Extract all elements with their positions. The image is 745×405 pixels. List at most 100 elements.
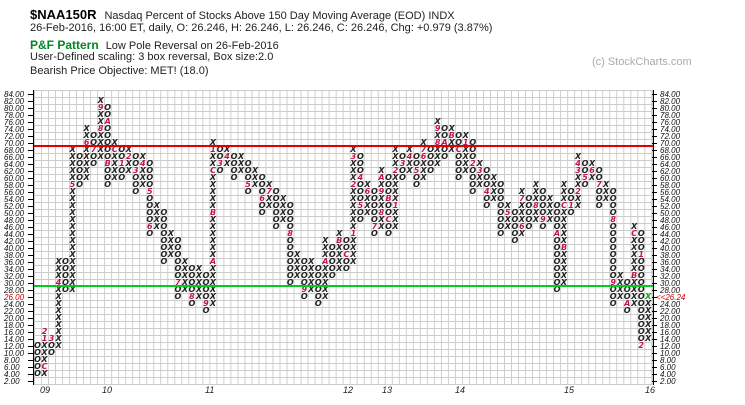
pnf-box: O [623, 285, 631, 294]
pnf-box: X [223, 159, 231, 168]
pnf-box: O [76, 180, 84, 189]
pnf-box: O [609, 292, 617, 301]
left-tick [28, 226, 33, 228]
y-axis-label-left: 74.00 [4, 124, 25, 134]
pnf-box: O [637, 327, 645, 336]
pnf-box: X [167, 250, 174, 259]
y-axis-label-right: 78.00 [660, 110, 681, 120]
pnf-box: X [420, 138, 427, 147]
pnf-box: O [357, 152, 364, 161]
pnf-box: X [209, 173, 217, 182]
left-tick [28, 191, 33, 193]
pnf-box: X [476, 173, 483, 182]
pnf-box: O [525, 201, 533, 210]
x-axis-year-label: 16 [645, 385, 656, 395]
pnf-box: 6 [519, 222, 525, 231]
pnf-box: O [553, 243, 561, 252]
pnf-box: O [623, 306, 631, 315]
y-axis-label-right: 4.00 [660, 369, 676, 379]
left-tick [28, 331, 33, 333]
pnf-box: C [41, 362, 48, 371]
y-axis-label-left: 16.00 [4, 327, 25, 337]
y-axis-label-right: 60.00 [660, 173, 681, 183]
pnf-box: A [322, 257, 329, 266]
pnf-box: X [153, 215, 160, 224]
pnf-box: X [490, 194, 497, 203]
pnf-box: O [497, 229, 505, 238]
pnf-box: O [455, 159, 463, 168]
pnf-box: X [574, 194, 582, 203]
right-tick [652, 352, 657, 354]
pnf-box: X [322, 264, 329, 273]
pnf-box: X [266, 194, 273, 203]
pnf-box: 3 [575, 166, 581, 175]
right-tick [652, 366, 657, 368]
pnf-box: X [83, 159, 90, 168]
pnf-box: X [645, 327, 652, 336]
pnf-box: O [34, 341, 41, 350]
y-axis-label-right: 8.00 [660, 355, 676, 365]
pnf-box: X [546, 215, 554, 224]
y-axis-label-right: 38.00 [660, 250, 681, 260]
pnf-box: 1 [41, 334, 48, 343]
pnf-box: X [139, 180, 146, 189]
pnf-box: O [146, 208, 154, 217]
pnf-box: O [455, 166, 463, 175]
pnf-box: O [595, 201, 603, 210]
pnf-box: O [258, 180, 266, 189]
y-axis-label-right: 34.00 [660, 264, 681, 274]
pnf-box: O [328, 257, 336, 266]
pnf-box: 9 [540, 215, 546, 224]
pnf-box: X [588, 173, 596, 182]
pnf-box: O [469, 180, 477, 189]
y-axis-label-right: 14.00 [660, 334, 681, 344]
pnf-box: X [322, 250, 329, 259]
pnf-box: X [406, 159, 413, 168]
pnf-box: 2 [41, 327, 48, 336]
right-tick [652, 149, 657, 151]
pnf-box: O [539, 201, 547, 210]
pnf-box: X [195, 292, 203, 301]
pnf-box: X [69, 278, 76, 287]
pnf-box: O [118, 145, 126, 154]
pnf-box: X [378, 166, 385, 175]
left-tick [28, 149, 33, 151]
pnf-box: O [609, 236, 617, 245]
pnf-box: X [350, 243, 357, 252]
pnf-box: O [497, 187, 505, 196]
pnf-box: X [336, 243, 343, 252]
pnf-box: O [104, 180, 112, 189]
pnf-box: O [637, 229, 645, 238]
y-axis-label-right: 48.00 [660, 215, 681, 225]
pnf-box: X [645, 292, 652, 301]
pnf-box: X [448, 138, 455, 147]
pnf-box: X [97, 96, 104, 105]
pnf-box: 4 [140, 159, 146, 168]
pnf-box: O [188, 278, 196, 287]
y-axis-label-right: 52.00 [660, 201, 681, 211]
right-tick [652, 198, 657, 200]
pnf-box: O [609, 208, 617, 217]
pnf-box: X [336, 229, 343, 238]
y-axis-label-left: 80.00 [4, 103, 25, 113]
pnf-box: O [300, 278, 308, 287]
pnf-box: O [328, 264, 336, 273]
pnf-box: 8 [610, 215, 616, 224]
pnf-box: X [617, 292, 624, 301]
y-axis-label-left: 8.00 [4, 355, 20, 365]
y-axis-label-right: 32.00 [660, 271, 681, 281]
pnf-box: O [300, 292, 308, 301]
y-axis-label-left: 78.00 [4, 110, 25, 120]
pnf-box: X [280, 208, 287, 217]
pnf-box: O [314, 299, 322, 308]
y-axis-label-right: 56.00 [660, 187, 681, 197]
right-tick [652, 191, 657, 193]
pnf-box: X [560, 278, 568, 287]
pnf-box: O [314, 292, 322, 301]
pnf-box: O [469, 145, 477, 154]
x-axis-year-label: 10 [102, 385, 113, 395]
y-axis-label-left: 50.00 [4, 208, 25, 218]
pnf-box: 2 [392, 166, 399, 175]
pnf-box: O [609, 271, 617, 280]
x-axis-year-label: 14 [455, 385, 466, 395]
